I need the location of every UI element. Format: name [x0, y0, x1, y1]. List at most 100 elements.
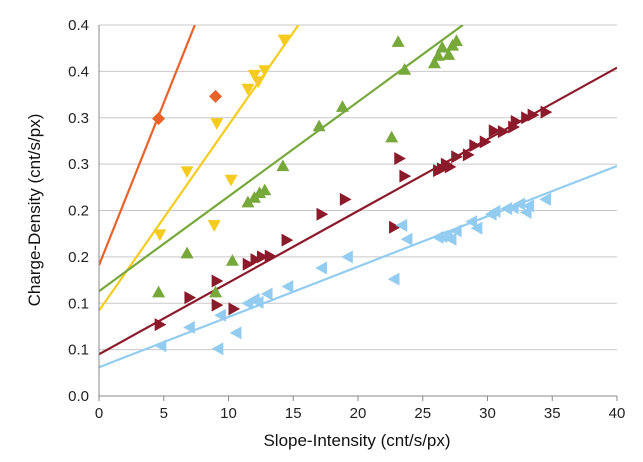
data-points [152, 34, 553, 356]
point-triangle-up [335, 100, 349, 112]
point-triangle-down [277, 34, 291, 47]
point-triangle-right [394, 152, 406, 166]
point-triangle-down [224, 174, 238, 187]
point-triangle-left [435, 229, 448, 243]
point-triangle-left [539, 192, 551, 206]
x-tick-label: 35 [544, 405, 561, 422]
point-triangle-left [449, 224, 462, 238]
y-axis-title: Charge-Density (cnt/s/px) [25, 114, 44, 307]
point-triangle-left [400, 232, 413, 246]
point-triangle-up [276, 159, 290, 172]
point-triangle-right [256, 250, 269, 264]
y-tick-label: 0.2 [68, 203, 89, 220]
point-triangle-left [154, 339, 167, 353]
point-triangle-up [385, 130, 399, 143]
point-triangle-down [180, 166, 194, 179]
trendline-diamond [99, 25, 196, 266]
x-axis-title: Slope-Intensity (cnt/s/px) [263, 431, 450, 450]
point-triangle-left [500, 202, 513, 216]
point-triangle-up [152, 285, 166, 298]
y-tick-label: 0.4 [68, 63, 89, 80]
point-triangle-up [209, 285, 223, 298]
point-triangle-left [281, 280, 294, 294]
point-triangle-left [341, 250, 353, 264]
point-triangle-left [251, 295, 264, 309]
point-triangle-up [312, 119, 326, 132]
point-triangle-right [399, 169, 412, 183]
point-triangle-left [470, 221, 483, 235]
point-triangle-right [242, 257, 255, 271]
axes: 0.0 0.1 0.1 0.2 0.2 0.3 0.3 0.4 0.4 0 5 10 15 20 25 30 3… [68, 17, 625, 422]
point-triangle-right [389, 220, 401, 234]
x-tick-label: 0 [95, 405, 103, 422]
point-triangle-right [488, 124, 501, 138]
x-tick-label: 40 [609, 405, 626, 422]
x-tick-label: 10 [220, 405, 237, 422]
point-triangle-down [247, 69, 261, 82]
point-triangle-up [391, 35, 405, 47]
point-triangle-right [497, 125, 510, 139]
y-tick-label: 0.4 [68, 17, 89, 34]
point-triangle-up [446, 38, 460, 51]
point-triangle-left [465, 215, 478, 229]
point-triangle-down [210, 118, 224, 130]
x-tick-label: 15 [285, 405, 302, 422]
point-triangle-right [228, 302, 241, 316]
point-triangle-right [527, 108, 540, 122]
point-triangle-left [214, 308, 226, 322]
point-triangle-right [316, 207, 329, 221]
x-tick-label: 30 [479, 405, 496, 422]
point-triangle-left [211, 342, 224, 356]
y-tick-label: 0.1 [68, 342, 89, 359]
point-triangle-right [250, 253, 263, 267]
point-triangle-right [211, 298, 224, 312]
point-triangle-up [180, 246, 194, 259]
trendline-triangle-left [99, 164, 617, 369]
point-triangle-right [444, 160, 457, 174]
point-triangle-right [339, 192, 352, 206]
point-triangle-left [315, 261, 327, 275]
point-triangle-up [435, 40, 449, 53]
point-triangle-down [207, 220, 221, 232]
point-triangle-up [427, 56, 441, 69]
y-tick-label: 0.2 [68, 249, 89, 266]
point-triangle-up [225, 254, 239, 266]
point-triangle-down [251, 76, 265, 89]
y-tick-label: 0.0 [68, 388, 89, 405]
y-tick-label: 0.1 [68, 295, 89, 312]
point-triangle-right [469, 139, 482, 153]
point-triangle-up [442, 48, 456, 60]
point-triangle-right [540, 105, 553, 119]
point-triangle-right [462, 148, 475, 162]
point-triangle-right [521, 111, 533, 125]
point-triangle-left [513, 197, 526, 211]
point-triangle-left [395, 218, 408, 232]
y-tick-label: 0.3 [68, 110, 89, 127]
point-triangle-left [260, 287, 273, 301]
point-triangle-right [479, 135, 492, 149]
x-tick-label: 5 [160, 405, 168, 422]
point-diamond [152, 112, 166, 126]
point-triangle-right [264, 249, 277, 263]
point-triangle-right [281, 233, 294, 247]
x-tick-label: 25 [414, 405, 431, 422]
point-triangle-down [153, 229, 167, 242]
point-triangle-left [488, 204, 501, 218]
point-triangle-right [510, 114, 523, 128]
point-triangle-right [154, 318, 167, 332]
point-triangle-left [444, 232, 457, 246]
point-triangle-left [183, 320, 195, 334]
point-triangle-up [431, 49, 445, 61]
point-triangle-up [398, 63, 412, 75]
point-triangle-up [241, 195, 255, 208]
x-tick-label: 20 [350, 405, 367, 422]
trendlines [99, 25, 617, 369]
point-triangle-down [241, 83, 255, 96]
point-triangle-left [229, 326, 242, 340]
point-triangle-right [184, 291, 197, 305]
point-triangle-up [258, 183, 272, 196]
trendline-triangle-up [99, 25, 464, 293]
gridlines [99, 24, 617, 351]
